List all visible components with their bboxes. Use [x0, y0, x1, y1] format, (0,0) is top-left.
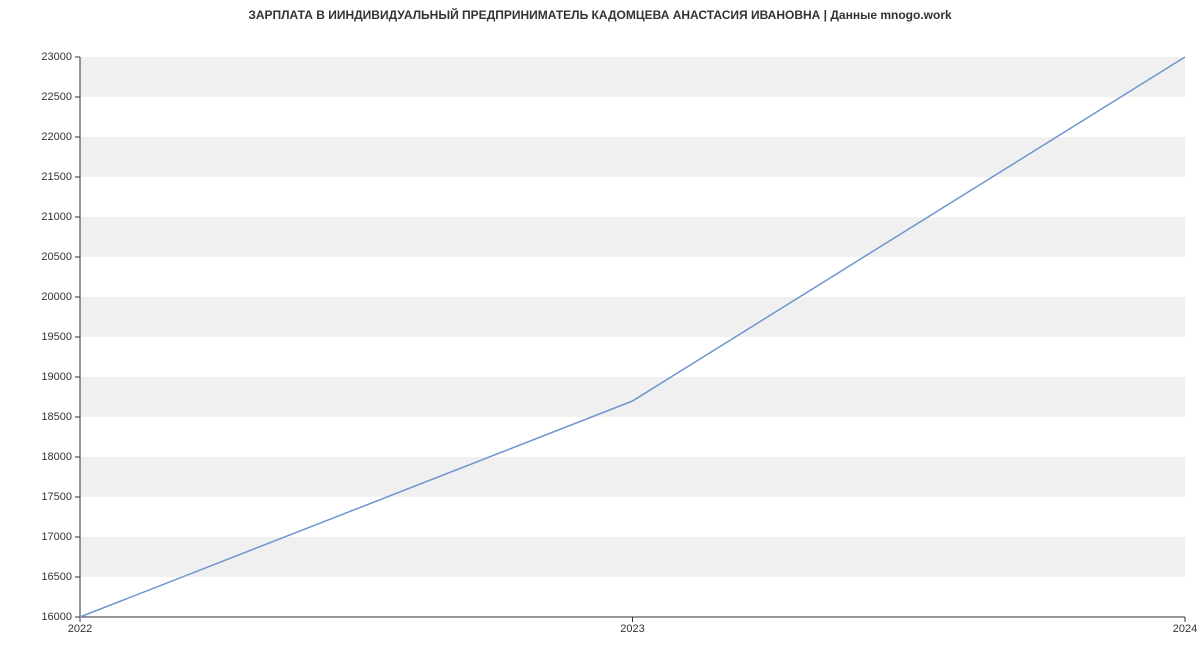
- chart-title: ЗАРПЛАТА В ИИНДИВИДУАЛЬНЫЙ ПРЕДПРИНИМАТЕ…: [0, 0, 1200, 22]
- grid-band: [80, 377, 1185, 417]
- grid-band: [80, 577, 1185, 617]
- grid-band: [80, 137, 1185, 177]
- salary-line-chart: ЗАРПЛАТА В ИИНДИВИДУАЛЬНЫЙ ПРЕДПРИНИМАТЕ…: [0, 0, 1200, 650]
- y-tick-label: 21500: [41, 171, 72, 183]
- y-tick-label: 18500: [41, 411, 72, 423]
- y-tick-label: 20500: [41, 251, 72, 263]
- y-tick-label: 16000: [41, 611, 72, 623]
- x-tick-label: 2024: [1173, 623, 1197, 635]
- y-tick-label: 19500: [41, 331, 72, 343]
- y-tick-label: 16500: [41, 571, 72, 583]
- x-tick-label: 2022: [68, 623, 92, 635]
- y-tick-label: 18000: [41, 451, 72, 463]
- chart-svg: 16000 16500 17000 17500 18000 18500 19000 19500…: [0, 22, 1200, 647]
- y-tick-label: 21000: [41, 211, 72, 223]
- y-tick-label: 23000: [41, 51, 72, 63]
- grid-band: [80, 497, 1185, 537]
- grid-band: [80, 97, 1185, 137]
- grid-band: [80, 297, 1185, 337]
- x-tick-label: 2023: [620, 623, 644, 635]
- grid-band: [80, 457, 1185, 497]
- grid-band: [80, 217, 1185, 257]
- y-tick-label: 22500: [41, 91, 72, 103]
- grid-band: [80, 177, 1185, 217]
- y-tick-label: 19000: [41, 371, 72, 383]
- grid-band: [80, 337, 1185, 377]
- y-tick-label: 17000: [41, 531, 72, 543]
- grid-band: [80, 537, 1185, 577]
- grid-band: [80, 257, 1185, 297]
- y-tick-label: 22000: [41, 131, 72, 143]
- y-tick-label: 17500: [41, 491, 72, 503]
- grid-band: [80, 57, 1185, 97]
- y-tick-label: 20000: [41, 291, 72, 303]
- grid-band: [80, 417, 1185, 457]
